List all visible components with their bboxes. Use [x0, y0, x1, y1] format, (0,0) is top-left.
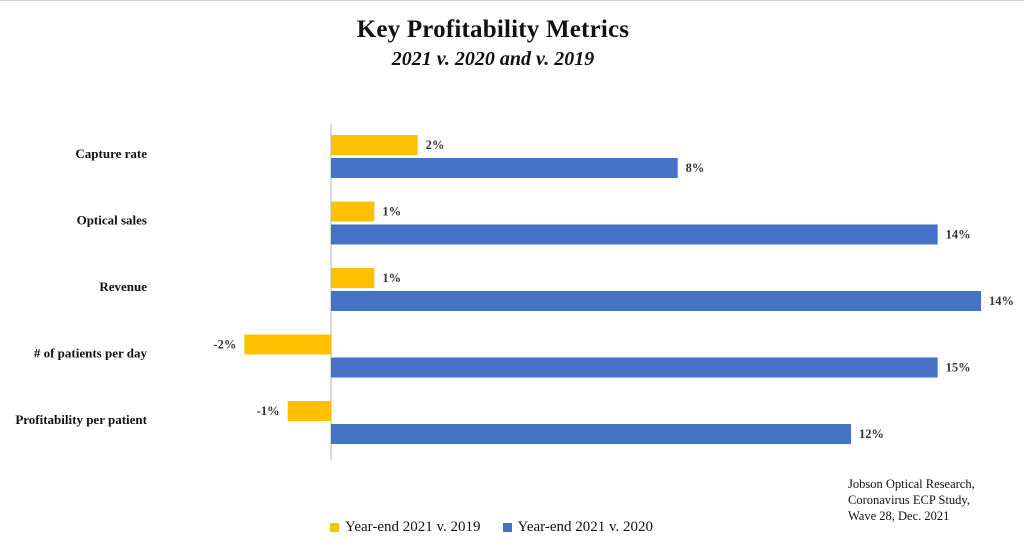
legend-label-2019: Year-end 2021 v. 2019	[345, 518, 481, 535]
bar-2019-of-patients-per-day	[244, 334, 331, 355]
category-label-profitability-per-patient: Profitability per patient	[15, 412, 147, 427]
value-label-2020-of-patients-per-day: 15%	[946, 361, 971, 375]
bar-2020-profitability-per-patient	[331, 424, 851, 444]
value-label-2020-capture-rate: 8%	[686, 161, 705, 175]
chart-subtitle: 2021 v. 2020 and v. 2019	[391, 48, 595, 70]
value-label-2019-optical-sales: 1%	[382, 205, 401, 219]
legend-swatch-2020	[502, 522, 512, 532]
value-label-2019-of-patients-per-day: -2%	[213, 338, 236, 352]
value-label-2020-optical-sales: 14%	[946, 228, 971, 242]
legend-swatch-2019	[330, 522, 339, 532]
bar-2019-profitability-per-patient	[287, 401, 331, 421]
source-note-line: Coronavirus ECP Study,	[848, 493, 970, 507]
category-label-optical-sales: Optical sales	[77, 213, 147, 228]
chart-title: Key Profitability Metrics	[356, 16, 630, 43]
legend-label-2020: Year-end 2021 v. 2020	[517, 518, 654, 535]
value-label-2019-revenue: 1%	[382, 271, 401, 285]
category-label-of-patients-per-day: # of patients per day	[34, 346, 148, 361]
category-label-capture-rate: Capture rate	[75, 146, 147, 161]
bar-2019-capture-rate	[331, 135, 418, 155]
legend-item-2020: Year-end 2021 v. 2020	[502, 518, 654, 536]
legend: Year-end 2021 v. 2019 Year-end 2021 v. 2…	[330, 517, 653, 537]
bar-2020-optical-sales	[331, 224, 938, 245]
source-note: Jobson Optical Research, Coronavirus ECP…	[848, 476, 1018, 524]
bar-2020-of-patients-per-day	[331, 357, 938, 378]
value-label-2019-profitability-per-patient: -1%	[257, 404, 280, 418]
top-rule	[0, 0, 1024, 1]
bar-2019-optical-sales	[331, 201, 375, 222]
bar-2020-capture-rate	[331, 158, 678, 178]
value-label-2019-capture-rate: 2%	[426, 138, 445, 152]
bar-2019-revenue	[331, 268, 375, 288]
legend-item-2019: Year-end 2021 v. 2019	[330, 519, 481, 536]
category-label-revenue: Revenue	[99, 279, 147, 294]
value-label-2020-profitability-per-patient: 12%	[859, 427, 884, 441]
source-note-line: Jobson Optical Research,	[848, 477, 975, 491]
value-label-2020-revenue: 14%	[989, 294, 1014, 308]
source-note-line: Wave 28, Dec. 2021	[848, 509, 950, 523]
bar-2020-revenue	[331, 291, 981, 311]
